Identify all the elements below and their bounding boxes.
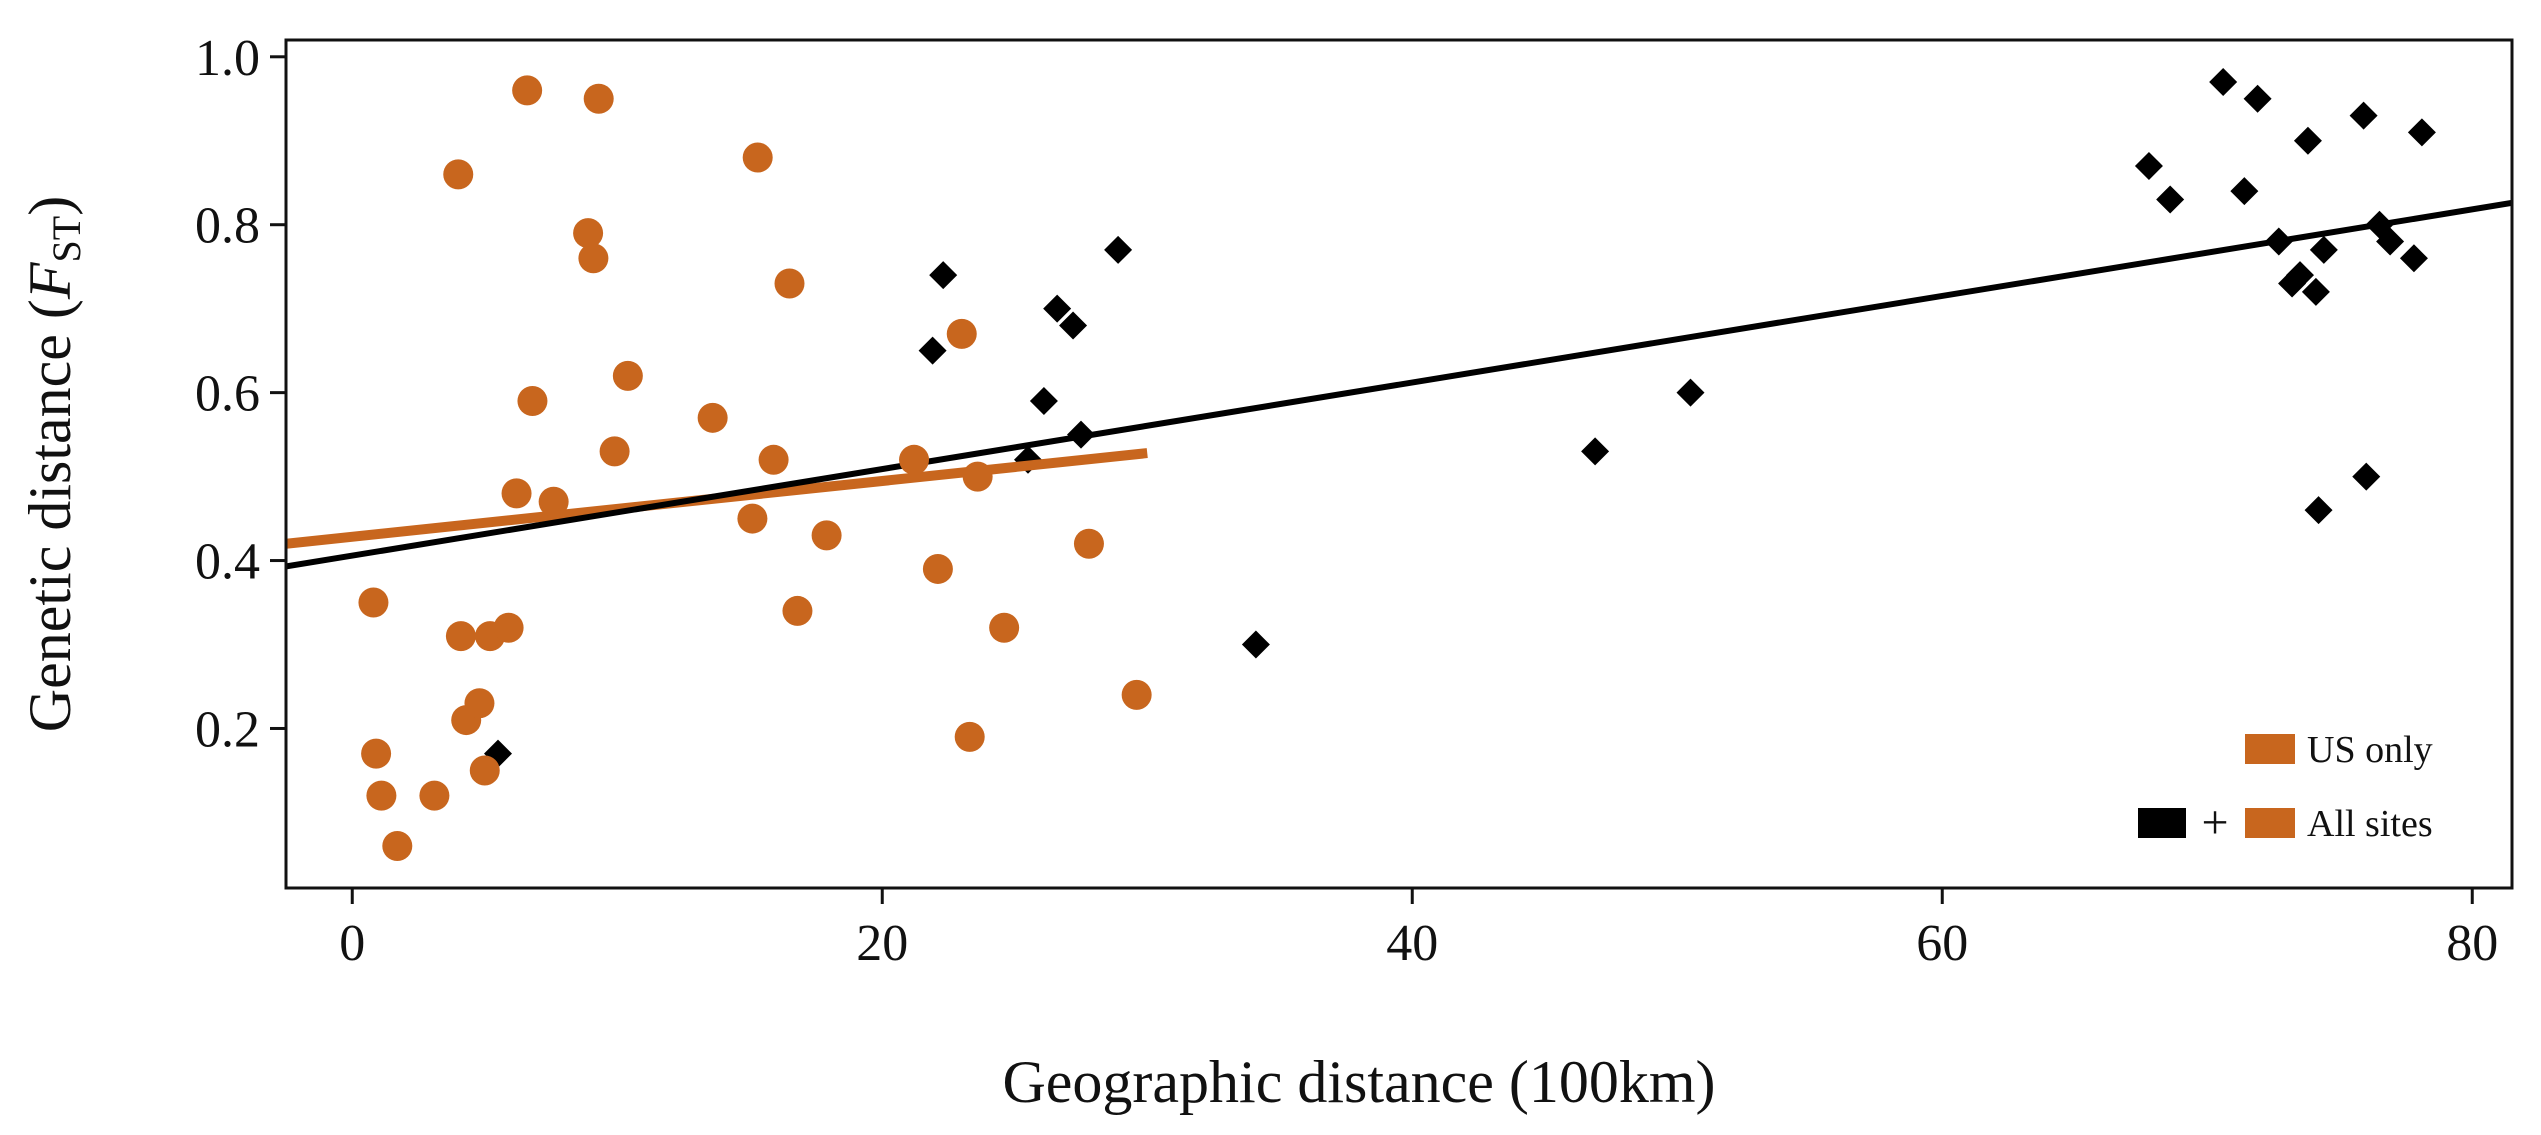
y-axis-title: Genetic distance (FST) [17,196,89,732]
data-point-diamond [2352,462,2381,491]
plot-area [286,67,2512,862]
data-point-circle [501,478,532,509]
data-point-circle [512,75,543,106]
data-point-diamond [2286,261,2314,290]
data-point-circle [443,159,474,190]
y-axis-title-prefix: Genetic distance ( [17,299,83,732]
legend-plus-sign: + [2201,796,2228,849]
data-point-diamond [2156,185,2185,214]
data-point-circle [517,386,548,417]
data-point-diamond [1059,311,1088,340]
x-tick-label: 40 [1386,915,1438,972]
data-point-circle [782,595,813,626]
data-point-circle [445,621,476,652]
data-point-diamond [1043,294,1072,323]
data-point-circle [419,780,450,811]
data-point-circle [578,243,609,274]
legend-swatch-us [2245,734,2295,764]
data-point-circle [954,721,985,752]
y-tick-label: 0.4 [195,534,260,591]
y-axis-title-suffix: ) [17,196,83,216]
data-point-diamond [2301,277,2330,306]
data-point-circle [989,612,1020,643]
data-point-diamond [2309,235,2338,264]
data-point-circle [583,83,614,114]
data-point-circle [758,444,789,475]
legend-label-all-sites: All sites [2307,803,2433,845]
data-point-circle [573,218,604,249]
y-tick-label: 0.6 [195,366,260,423]
data-point-diamond [1104,235,1133,264]
data-point-circle [538,486,569,517]
data-point-diamond [2230,177,2259,206]
data-point-circle [358,587,389,618]
data-point-circle [742,142,773,173]
legend-swatch-black [2138,808,2186,838]
data-point-circle [899,444,930,475]
data-point-circle [493,612,524,643]
data-point-diamond [2209,67,2238,96]
data-point-diamond [2304,496,2333,525]
data-point-circle [697,402,728,433]
legend: US only + All sites [2138,729,2433,849]
data-point-diamond [2407,118,2436,147]
data-point-circle [464,688,495,719]
data-point-diamond [929,261,958,290]
data-point-circle [774,268,805,299]
data-point-diamond [2293,126,2322,155]
y-tick-label: 1.0 [195,30,260,87]
data-point-diamond [1241,630,1270,659]
data-point-circle [922,553,953,584]
data-point-circle [469,755,500,786]
data-point-diamond [1029,387,1058,416]
y-axis-title-subscript: ST [44,216,89,263]
data-point-diamond [1581,437,1610,466]
all-sites-fit-line [286,199,2512,570]
data-point-circle [382,831,413,862]
data-point-diamond [2399,244,2428,273]
data-point-diamond [2376,227,2405,256]
data-point-circle [737,503,768,534]
data-point-diamond [918,336,947,365]
data-point-circle [1121,679,1152,710]
x-axis-title: Geographic distance (100km) [1002,1049,1715,1115]
data-point-diamond [2349,101,2378,130]
data-point-diamond [2243,84,2272,113]
data-point-diamond [1676,378,1705,407]
x-tick-label: 80 [2446,915,2498,972]
data-point-circle [612,360,643,391]
data-point-circle [811,520,842,551]
legend-swatch-orange [2245,808,2295,838]
legend-label-us-only: US only [2307,729,2433,771]
axes: 0 20 40 60 80 0.2 0.4 0.6 0.8 1.0 Geographic dista… [17,30,2514,1115]
data-point-circle [361,738,392,769]
y-tick-label: 0.8 [195,198,260,255]
x-tick-label: 20 [856,915,908,972]
y-tick-label: 0.2 [195,701,260,758]
x-tick-label: 60 [1916,915,1968,972]
x-tick-label: 0 [339,915,365,972]
data-point-diamond [2134,151,2163,180]
plot-frame [284,38,2514,890]
data-point-circle [366,780,397,811]
data-point-circle [599,436,630,467]
data-point-circle [946,318,977,349]
data-point-circle [962,461,993,492]
data-point-circle [1073,528,1104,559]
y-axis-title-symbol: F [17,261,83,300]
